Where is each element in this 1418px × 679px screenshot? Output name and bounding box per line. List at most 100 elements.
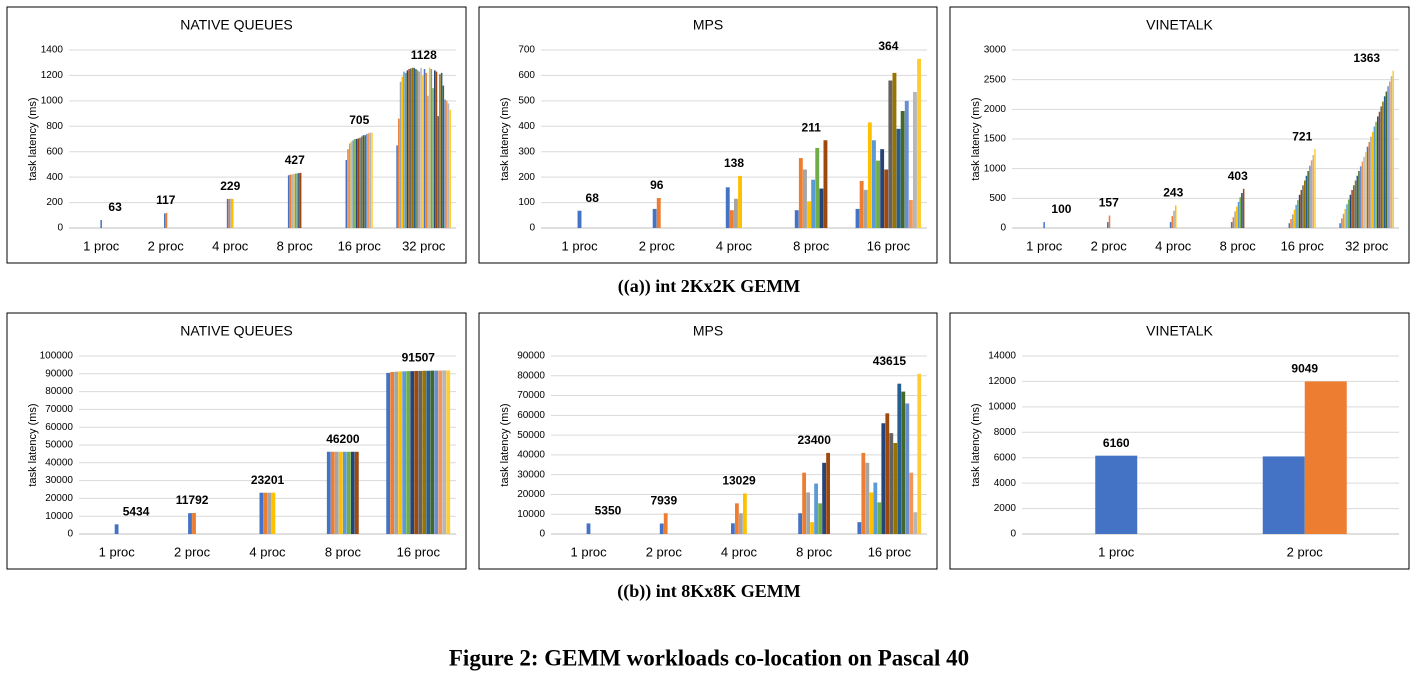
y-tick-label: 1200: [41, 70, 64, 81]
y-tick-label: 60000: [517, 410, 545, 421]
y-tick-label: 500: [989, 193, 1006, 204]
bar: [430, 370, 435, 534]
bar: [367, 133, 370, 228]
bar: [1095, 455, 1138, 534]
bar: [1358, 171, 1360, 228]
bar: [652, 208, 657, 228]
bar: [1390, 76, 1393, 229]
y-tick-label: 50000: [45, 440, 73, 451]
bar: [355, 139, 358, 228]
bar: [1344, 209, 1346, 228]
x-tick-label: 2 proc: [148, 238, 185, 253]
data-label: 23400: [798, 433, 832, 447]
bar: [1385, 91, 1388, 229]
bar: [418, 71, 421, 228]
bar: [1370, 136, 1372, 228]
data-label: 6160: [1103, 436, 1130, 450]
y-tick-label: 80000: [517, 370, 545, 381]
bar: [877, 502, 882, 534]
x-tick-label: 8 proc: [793, 238, 830, 253]
bar: [798, 158, 803, 228]
data-label: 9049: [1291, 362, 1318, 376]
bar: [1349, 194, 1352, 228]
y-tick-label: 3000: [984, 45, 1007, 56]
bar: [338, 451, 343, 534]
bar: [880, 149, 885, 228]
bar: [354, 451, 359, 534]
bar: [298, 173, 300, 228]
y-tick-label: 200: [518, 172, 535, 183]
bar: [1237, 201, 1240, 228]
y-axis-label: task latency (ms): [27, 403, 39, 486]
bar: [442, 85, 445, 228]
y-tick-label: 30000: [45, 475, 73, 486]
y-tick-label: 0: [57, 223, 63, 234]
y-tick-label: 8000: [994, 427, 1017, 438]
bar: [334, 451, 339, 534]
bar: [446, 100, 448, 228]
bar: [350, 141, 353, 228]
data-label: 403: [1228, 169, 1248, 183]
x-tick-label: 16 proc: [338, 238, 382, 253]
bar: [440, 72, 443, 228]
bar: [287, 175, 290, 228]
data-label: 364: [878, 39, 898, 53]
x-tick-label: 32 proc: [402, 238, 446, 253]
x-tick-label: 1 proc: [562, 238, 599, 253]
bar: [1242, 188, 1245, 228]
data-label: 243: [1163, 186, 1183, 200]
bar: [401, 76, 403, 228]
bar: [432, 88, 434, 229]
bar: [390, 372, 395, 534]
y-tick-label: 6000: [994, 452, 1017, 463]
bar: [100, 219, 102, 228]
bar: [822, 462, 826, 534]
bar: [811, 179, 816, 228]
data-label: 705: [349, 113, 369, 127]
bar: [1387, 86, 1389, 229]
bar: [403, 71, 405, 228]
data-label: 13029: [722, 474, 756, 488]
x-tick-label: 4 proc: [212, 238, 249, 253]
bar: [263, 492, 268, 534]
bar: [402, 371, 407, 534]
x-tick-label: 1 proc: [99, 544, 136, 559]
y-tick-label: 400: [518, 121, 535, 132]
bar: [893, 443, 898, 534]
data-label: 23201: [251, 473, 285, 487]
bar: [869, 492, 874, 534]
data-label: 721: [1292, 129, 1312, 143]
bar: [398, 118, 400, 228]
bar: [814, 483, 818, 534]
bar: [1380, 106, 1382, 228]
bar: [437, 116, 439, 228]
bar: [1353, 185, 1355, 228]
data-label: 63: [108, 200, 122, 214]
bar: [396, 145, 398, 228]
x-tick-label: 8 proc: [1220, 238, 1257, 253]
bar: [354, 139, 356, 228]
bar: [226, 199, 229, 228]
bar: [1346, 204, 1348, 228]
x-tick-label: 2 proc: [174, 544, 211, 559]
bar: [859, 180, 864, 228]
bar: [1262, 456, 1305, 534]
bar: [802, 169, 807, 228]
bar: [427, 95, 429, 229]
bar: [425, 72, 427, 228]
bar: [1309, 165, 1311, 228]
bar: [577, 210, 582, 228]
y-tick-label: 70000: [45, 404, 73, 415]
x-tick-label: 32 proc: [1345, 238, 1389, 253]
bar: [1295, 204, 1297, 228]
bar: [739, 513, 743, 534]
bar: [299, 172, 302, 228]
y-tick-label: 90000: [45, 368, 73, 379]
bar: [1304, 381, 1347, 534]
y-tick-label: 70000: [517, 390, 545, 401]
bar: [438, 370, 443, 534]
x-tick-label: 8 proc: [325, 544, 362, 559]
bar: [386, 372, 391, 534]
bar: [1108, 215, 1111, 228]
bar: [165, 212, 168, 228]
